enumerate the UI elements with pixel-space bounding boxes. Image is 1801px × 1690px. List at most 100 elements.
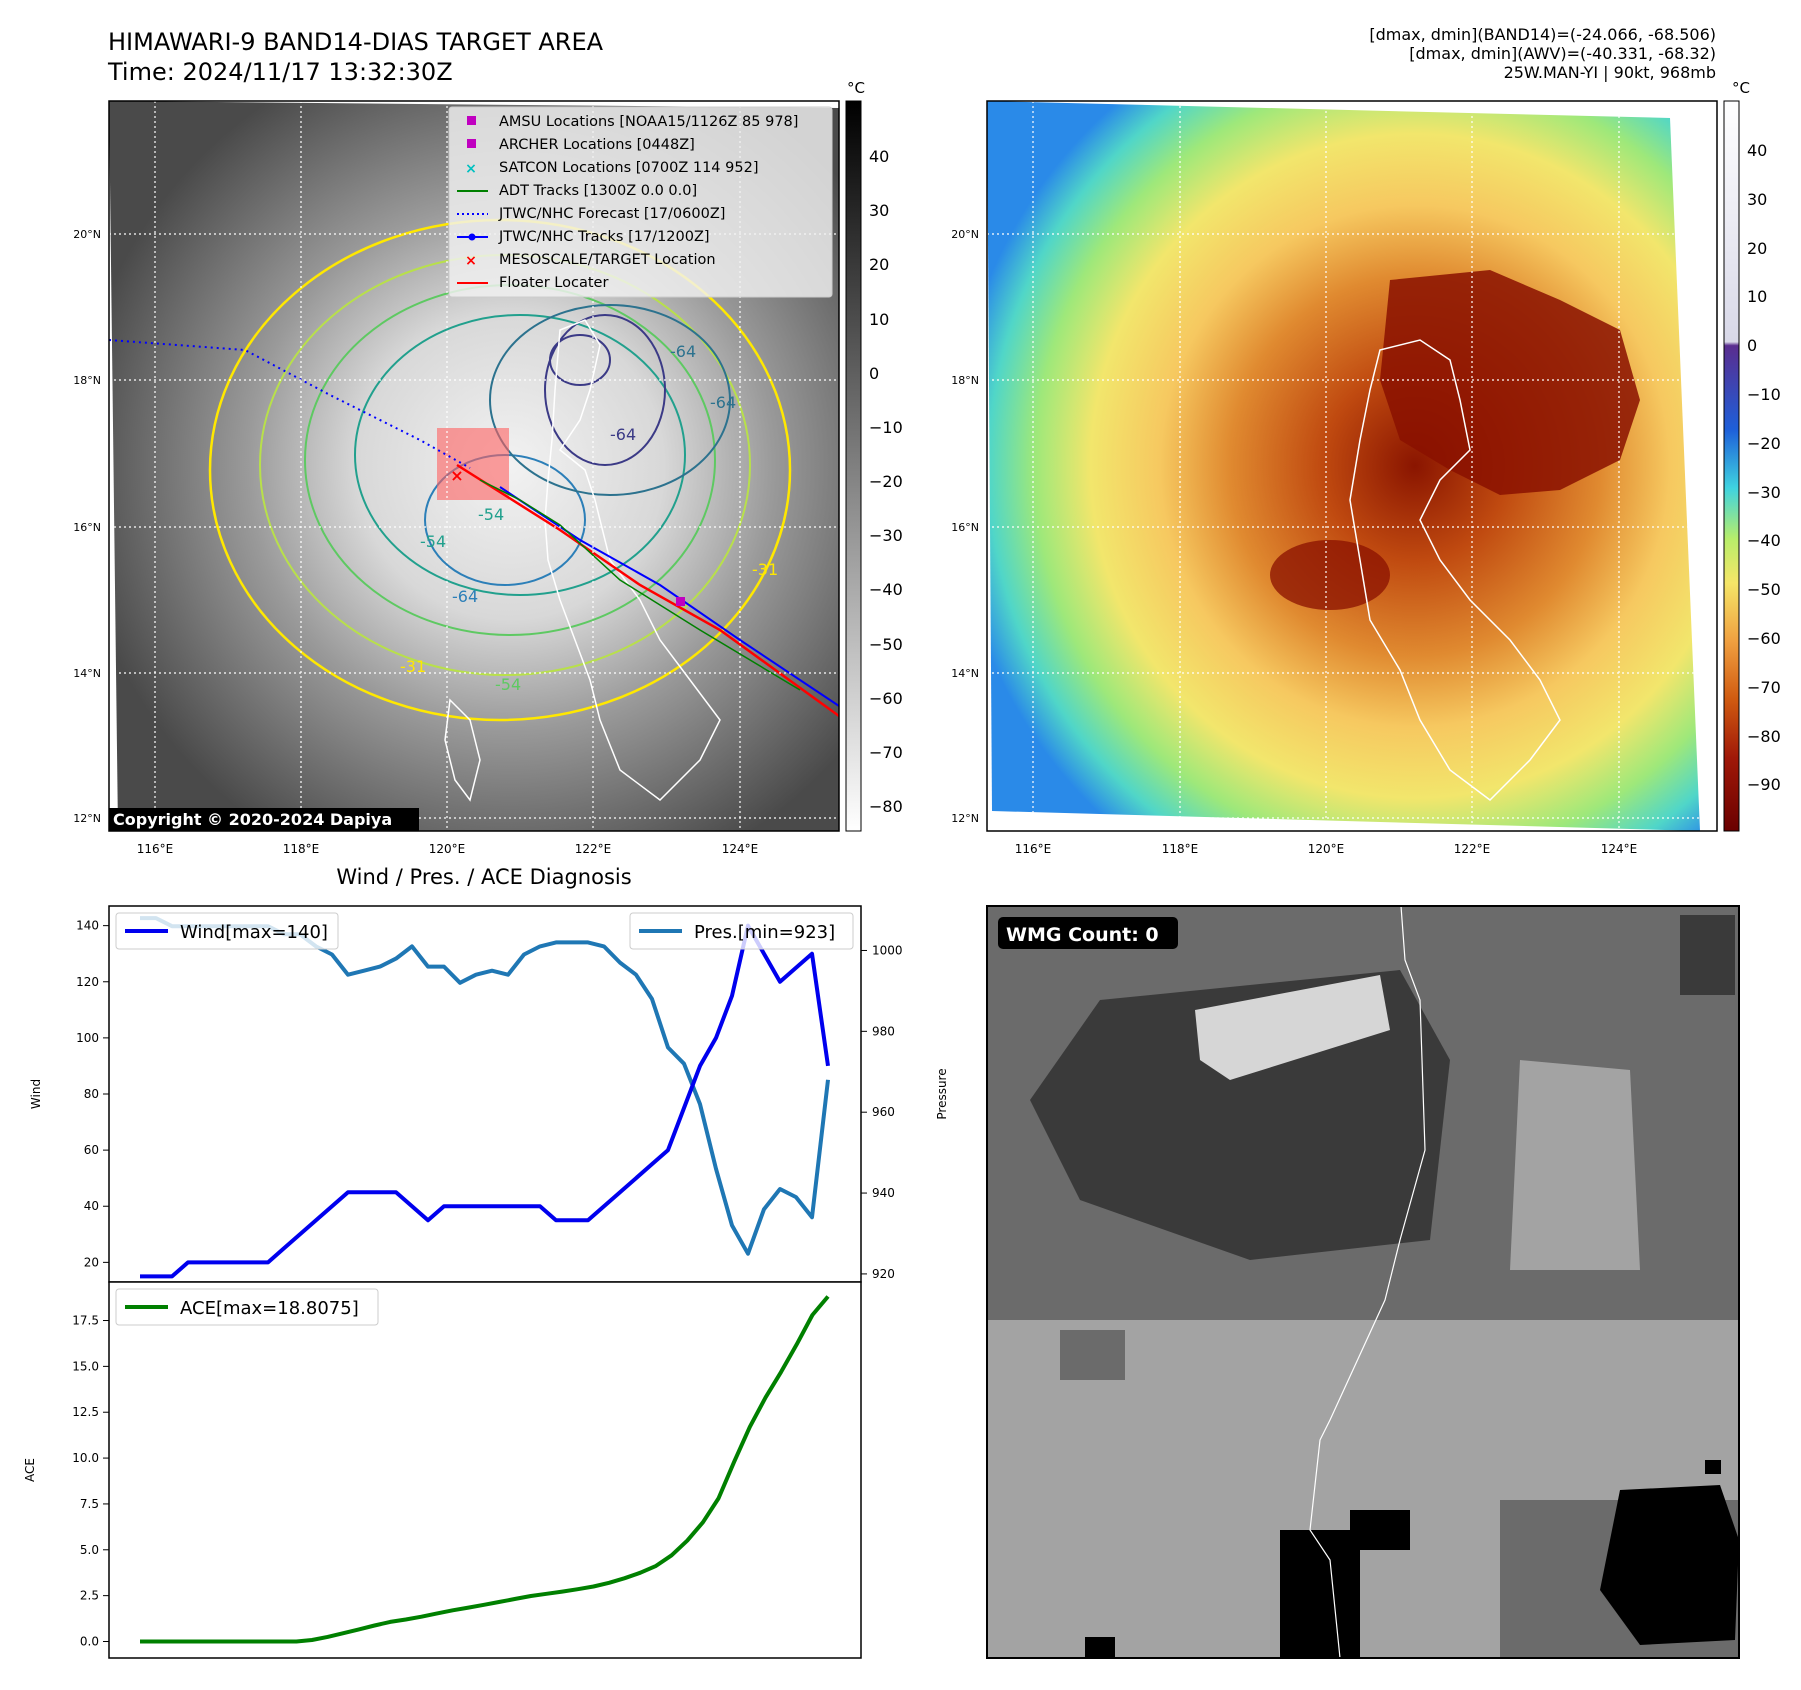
wind-ytick-label: 40	[84, 1199, 99, 1213]
svg-text:−10: −10	[1747, 385, 1781, 404]
pres-ytick-label: 920	[872, 1267, 895, 1281]
ir-map-panel: × -64 -64 -64 -54 -64 -31 -31 -54 -54	[73, 100, 840, 856]
ir-gridlines	[109, 101, 839, 831]
ace-ytick-label: 5.0	[80, 1543, 99, 1557]
ir-lon-ticks: 116°E 118°E 120°E 122°E 124°E	[137, 842, 759, 856]
svg-text:120°E: 120°E	[429, 842, 466, 856]
ace-ytick-label: 10.0	[72, 1451, 99, 1465]
ace-ytick-label: 15.0	[72, 1359, 99, 1373]
svg-text:124°E: 124°E	[1601, 842, 1638, 856]
svg-text:20°N: 20°N	[951, 228, 979, 241]
wind-ytick-label: 140	[76, 919, 99, 933]
wind-ytick-label: 100	[76, 1031, 99, 1045]
awv-coastline	[1349, 339, 1561, 801]
svg-text:-54: -54	[420, 532, 446, 551]
legend-satcon: SATCON Locations [0700Z 114 952]	[499, 160, 758, 176]
svg-text:124°E: 124°E	[722, 842, 759, 856]
awv-colorbar-unit: °C	[1732, 79, 1750, 97]
pres-ytick-label: 940	[872, 1186, 895, 1200]
svg-text:-64: -64	[670, 342, 696, 361]
floater-locater	[456, 463, 839, 718]
svg-text:−40: −40	[869, 580, 903, 599]
svg-text:30: 30	[869, 201, 889, 220]
svg-text:−60: −60	[1747, 629, 1781, 648]
svg-text:12°N: 12°N	[951, 812, 979, 825]
svg-text:20: 20	[869, 255, 889, 274]
awv-dark-core	[1380, 270, 1640, 495]
legend-adt: ADT Tracks [1300Z 0.0 0.0]	[499, 183, 697, 199]
svg-text:−80: −80	[1747, 727, 1781, 746]
pres-yticks: 920 940 960 980 1000	[861, 943, 903, 1281]
pres-ytick-label: 980	[872, 1024, 895, 1038]
ace-yticks: 0.0 2.5 5.0 7.5 10.0 12.5 15.0 17.5	[72, 1314, 109, 1648]
svg-text:−10: −10	[869, 418, 903, 437]
wind-ytick-label: 80	[84, 1087, 99, 1101]
svg-text:×: ×	[465, 253, 477, 269]
svg-text:10: 10	[1747, 287, 1767, 306]
ace-ytick-label: 2.5	[80, 1589, 99, 1603]
legend-amsu: AMSU Locations [NOAA15/1126Z 85 978]	[499, 114, 798, 130]
forecast-track	[109, 339, 471, 469]
svg-text:−80: −80	[869, 797, 903, 816]
svg-text:−60: −60	[869, 689, 903, 708]
svg-text:116°E: 116°E	[137, 842, 174, 856]
svg-text:−70: −70	[1747, 678, 1781, 697]
title-line-1: HIMAWARI-9 BAND14-DIAS TARGET AREA	[108, 28, 604, 56]
copyright-text: Copyright © 2020-2024 Dapiya	[113, 810, 392, 829]
ace-axes	[108, 1281, 862, 1659]
wmg-panel: WMG Count: 0	[986, 905, 1740, 1659]
ace-legend-label: ACE[max=18.8075]	[180, 1298, 359, 1319]
legend-forecast: JTWC/NHC Forecast [17/0600Z]	[498, 206, 725, 222]
svg-text:−20: −20	[1747, 434, 1781, 453]
svg-text:-64: -64	[610, 425, 636, 444]
svg-text:18°N: 18°N	[951, 374, 979, 387]
svg-text:-54: -54	[495, 675, 521, 694]
wind-ytick-label: 60	[84, 1143, 99, 1157]
wmg-count-label: WMG Count: 0	[1006, 924, 1159, 946]
svg-text:-31: -31	[752, 560, 778, 579]
svg-text:14°N: 14°N	[73, 667, 101, 680]
wmg-count-box	[998, 917, 1178, 949]
svg-text:20°N: 20°N	[73, 228, 101, 241]
svg-text:40: 40	[1747, 141, 1767, 160]
wmg-coastline	[1309, 906, 1426, 1658]
adt-track	[479, 479, 801, 691]
svg-text:16°N: 16°N	[951, 521, 979, 534]
svg-text:−50: −50	[1747, 580, 1781, 599]
mesoscale-marker: ×	[450, 466, 463, 485]
svg-text:×: ×	[465, 161, 477, 177]
svg-text:−30: −30	[869, 526, 903, 545]
jtwc-track	[499, 486, 839, 707]
svg-text:18°N: 18°N	[73, 374, 101, 387]
ir-colorbar-unit: °C	[847, 79, 865, 97]
ace-series-line	[140, 1295, 830, 1644]
ace-chart: 0.0 2.5 5.0 7.5 10.0 12.5 15.0 17.5 ACE ACE[max…	[23, 1281, 862, 1659]
pres-legend: Pres.[min=923]	[629, 912, 854, 950]
svg-text:-64: -64	[452, 587, 478, 606]
svg-text:118°E: 118°E	[1162, 842, 1199, 856]
awv-lat-ticks: 20°N 18°N 16°N 14°N 12°N	[951, 228, 979, 825]
ace-ytick-label: 0.0	[80, 1634, 99, 1648]
awv-gridlines	[987, 101, 1717, 831]
wind-pressure-axes	[108, 905, 862, 1283]
svg-text:116°E: 116°E	[1015, 842, 1052, 856]
svg-text:30: 30	[1747, 190, 1767, 209]
svg-text:16°N: 16°N	[73, 521, 101, 534]
info-line-2: [dmax, dmin](AWV)=(-40.331, -68.32)	[1409, 44, 1716, 63]
svg-text:-64: -64	[710, 393, 736, 412]
legend-mesoscale: MESOSCALE/TARGET Location	[499, 252, 716, 268]
svg-text:122°E: 122°E	[575, 842, 612, 856]
amsu-marker	[676, 597, 685, 606]
svg-text:120°E: 120°E	[1308, 842, 1345, 856]
awv-lon-ticks: 116°E 118°E 120°E 122°E 124°E	[1015, 842, 1638, 856]
wind-ytick-label: 20	[84, 1255, 99, 1269]
diagnosis-title: Wind / Pres. / ACE Diagnosis	[336, 865, 631, 889]
legend-floater: Floater Locater	[499, 275, 608, 291]
pres-ylabel: Pressure	[935, 1068, 949, 1119]
pres-ytick-label: 1000	[872, 943, 903, 957]
ir-legend: AMSU Locations [NOAA15/1126Z 85 978] ARC…	[448, 106, 833, 298]
copyright-box	[109, 808, 419, 831]
svg-text:20: 20	[1747, 239, 1767, 258]
